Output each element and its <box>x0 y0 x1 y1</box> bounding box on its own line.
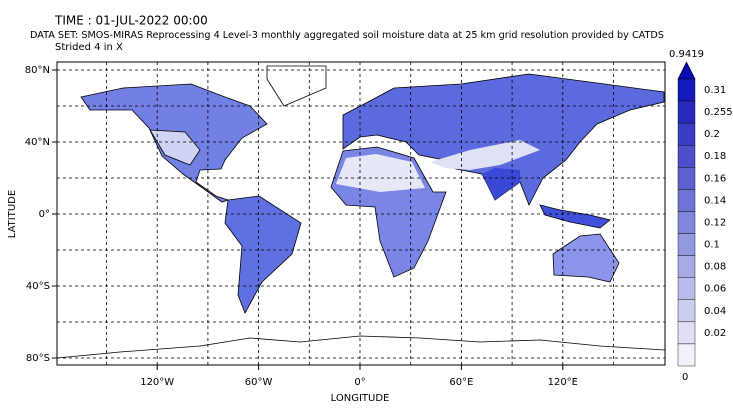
australia <box>552 233 620 283</box>
colorbar-label: 0.255 <box>704 107 733 118</box>
y-tick-label: 80°S <box>26 353 50 364</box>
colorbar-segment <box>677 167 696 190</box>
x-axis-label: LONGITUDE <box>331 393 390 404</box>
indonesia <box>539 204 611 229</box>
colorbar-label: 0 <box>682 372 688 383</box>
x-tick-label: 120°W <box>140 377 174 388</box>
colorbar-label: 0.06 <box>704 284 726 295</box>
colorbar-label: 0.1 <box>704 240 720 251</box>
colorbar-segment <box>677 233 696 256</box>
colorbar-label: 0.04 <box>704 306 726 317</box>
us-west-light <box>149 129 201 166</box>
south-america <box>224 195 302 314</box>
y-tick-label: 40°S <box>26 281 50 292</box>
time-label: TIME : 01-JUL-2022 00:00 <box>54 14 208 28</box>
colorbar-label: 0.12 <box>704 217 726 228</box>
x-tick-label: 60°W <box>245 377 273 388</box>
colorbar-segment <box>677 277 696 300</box>
eurasia <box>342 73 665 206</box>
colorbar-label: 0.14 <box>704 195 726 206</box>
colorbar-segment <box>677 255 696 278</box>
colorbar-segment <box>677 122 696 146</box>
map-plot <box>56 61 666 366</box>
colorbar-label: 0.02 <box>704 328 726 339</box>
x-tick-label: 120°E <box>548 377 578 388</box>
colorbar-max-label: 0.9419 <box>669 49 704 60</box>
colorbar-segment <box>677 299 696 323</box>
antarctica-coast <box>56 335 666 359</box>
x-tick-label: 0° <box>354 377 365 388</box>
colorbar-segment <box>677 211 696 234</box>
y-axis-label: LATITUDE <box>7 190 18 238</box>
india-wet <box>482 168 520 200</box>
colorbar-segment <box>677 321 696 345</box>
colorbar-segment <box>677 100 696 124</box>
colorbar-segment <box>677 145 696 168</box>
colorbar-segment <box>677 343 696 367</box>
sahara-light <box>336 154 425 192</box>
colorbar-segment <box>677 189 696 212</box>
colorbar-segment <box>677 78 696 102</box>
colorbar-label: 0.18 <box>704 151 726 162</box>
y-tick-label: 0° <box>39 209 50 220</box>
colorbar-label: 0.16 <box>704 173 726 184</box>
colorbar-label: 0.2 <box>704 129 720 140</box>
y-tick-label: 40°N <box>25 137 50 148</box>
stride-note: Strided 4 in X <box>55 42 123 53</box>
x-tick-label: 60°E <box>449 377 473 388</box>
y-tick-label: 80°N <box>25 65 50 76</box>
colorbar-label: 0.08 <box>704 262 726 273</box>
greenland <box>266 65 327 107</box>
colorbar-arrow <box>677 61 696 80</box>
dataset-label: DATA SET: SMOS-MIRAS Reprocessing 4 Leve… <box>30 30 664 41</box>
colorbar-label: 0.31 <box>704 85 726 96</box>
